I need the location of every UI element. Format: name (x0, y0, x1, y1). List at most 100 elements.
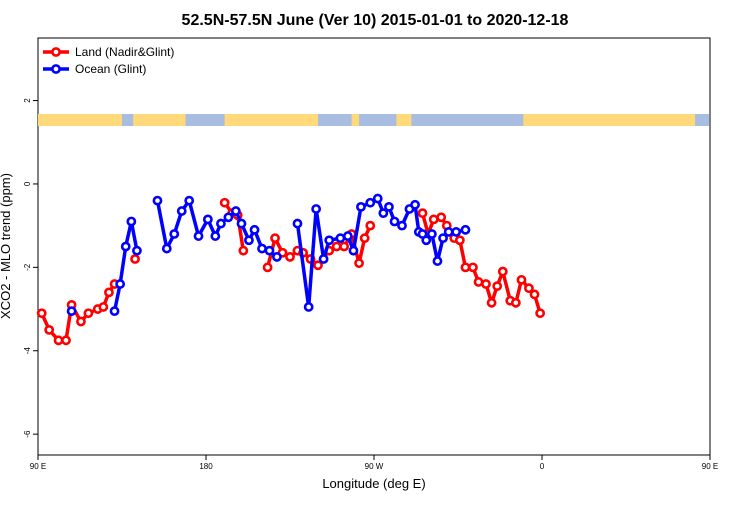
y-axis-title: XCO2 - MLO trend (ppm) (0, 173, 13, 319)
data-point (372, 193, 383, 204)
legend-label: Land (Nadir&Glint) (75, 45, 174, 59)
data-point (492, 281, 503, 292)
data-point (378, 208, 389, 219)
data-point (176, 206, 187, 216)
data-point (486, 297, 497, 308)
legend-label: Ocean (Glint) (75, 62, 146, 76)
data-point (83, 308, 94, 319)
data-point (365, 220, 376, 231)
data-point (109, 306, 120, 317)
data-point (184, 195, 195, 206)
data-point (497, 266, 508, 277)
land-strip-segment (523, 114, 696, 126)
data-point (339, 241, 350, 252)
data-point (66, 306, 77, 317)
data-point (76, 316, 86, 327)
data-point (454, 235, 465, 246)
data-point (115, 279, 126, 289)
data-point (354, 258, 364, 269)
land-strip-segment (396, 114, 412, 126)
series-segment (155, 198, 169, 251)
series-land (36, 197, 546, 346)
data-point (126, 216, 137, 227)
data-point (98, 302, 109, 312)
y-axis: -6 -4 -2 0 2 (23, 98, 38, 438)
data-point (61, 335, 71, 346)
series-segment (351, 205, 363, 253)
series-segment (314, 207, 326, 261)
data-point (264, 245, 275, 256)
data-point (443, 227, 454, 237)
data-point (432, 256, 443, 266)
data-point (389, 216, 400, 227)
data-point (303, 302, 314, 312)
land-strip-segment (351, 114, 360, 126)
data-point (473, 277, 484, 287)
x-tick-label: 180 (199, 462, 213, 471)
legend-marker (51, 64, 61, 74)
series-segment (187, 198, 201, 238)
data-point (244, 235, 254, 246)
data-point (426, 229, 437, 239)
data-point (460, 262, 471, 273)
legend: Land (Nadir&Glint) Ocean (Glint) (43, 45, 174, 76)
data-point (535, 308, 546, 319)
y-tick-label: -6 (23, 430, 32, 438)
data-point (365, 197, 376, 208)
data-point (285, 252, 295, 262)
land-ocean-strip (38, 114, 709, 126)
series-segment (118, 244, 128, 286)
data-point (313, 260, 323, 271)
land-strip-segment (38, 114, 122, 126)
data-point (161, 243, 172, 254)
legend-marker (51, 47, 61, 57)
data-point (397, 220, 407, 231)
data-point (257, 243, 267, 254)
data-point (438, 233, 448, 244)
data-point (428, 214, 439, 225)
series-segment (295, 221, 311, 309)
data-point (230, 206, 241, 216)
data-point (529, 289, 540, 300)
data-point (202, 214, 213, 225)
data-point (417, 208, 428, 219)
series-segment (501, 269, 513, 303)
data-point (359, 233, 370, 244)
data-point (451, 227, 462, 237)
data-point (356, 201, 366, 212)
land-strip-segment (133, 114, 186, 126)
x-tick-label: 90 W (365, 462, 384, 471)
data-point (104, 287, 114, 298)
data-point (238, 245, 249, 256)
y-tick-label: 0 (23, 181, 32, 186)
data-point (262, 262, 273, 273)
data-point (216, 218, 226, 229)
legend-entry-ocean: Ocean (Glint) (43, 62, 146, 76)
data-point (324, 235, 335, 246)
data-point (223, 212, 234, 223)
y-tick-label: -2 (23, 263, 32, 271)
data-point (236, 218, 247, 229)
data-point (193, 231, 204, 241)
data-point (130, 254, 140, 264)
data-point (132, 245, 142, 256)
data-point (249, 224, 260, 235)
x-tick-label: 90 E (30, 462, 46, 471)
series-segment (129, 219, 139, 253)
data-point (318, 254, 329, 264)
y-tick-label: 2 (23, 98, 32, 103)
data-point (292, 218, 303, 229)
data-point (270, 233, 280, 244)
data-point (120, 241, 131, 252)
data-point (44, 324, 55, 335)
land-strip-segment (224, 114, 318, 126)
series-layer (36, 193, 546, 346)
data-point (410, 199, 420, 210)
data-point (36, 308, 47, 319)
x-axis-title: Longitude (deg E) (322, 476, 425, 491)
x-tick-label: 0 (540, 462, 545, 471)
x-axis: 90 E 180 90 W 0 90 E (30, 455, 718, 471)
chart-title: 52.5N-57.5N June (Ver 10) 2015-01-01 to … (182, 12, 569, 29)
x-tick-label: 90 E (702, 462, 718, 471)
